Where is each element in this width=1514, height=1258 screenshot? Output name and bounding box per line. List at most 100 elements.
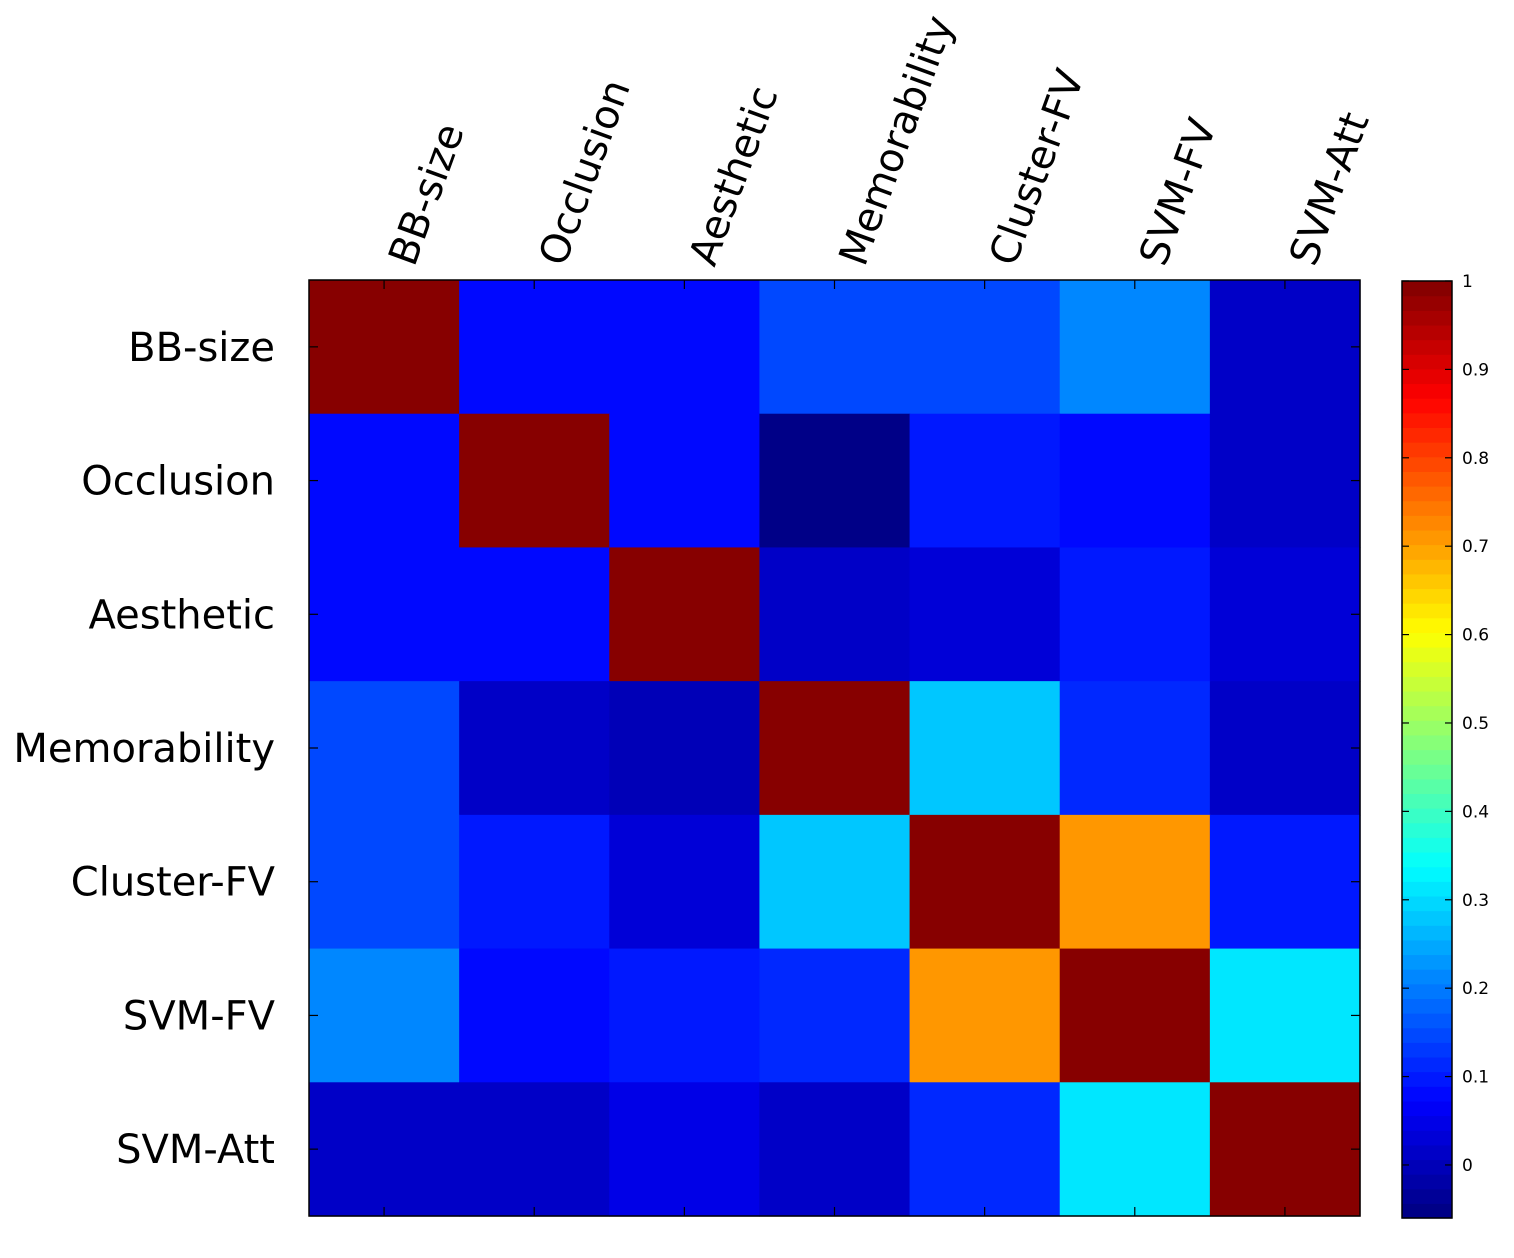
heatmap-cell-svm-att-bb-size [309,1082,460,1217]
colorbar-segment [1402,749,1452,765]
heatmap-cell-svm-att-svm-fv [1059,1082,1211,1217]
colorbar-segment [1402,500,1452,516]
column-label-occlusion: Occlusion [530,74,639,272]
colorbar-segment [1402,1013,1452,1029]
heatmap-cell-memorability-cluster-fv [909,681,1061,816]
heatmap-cell-bb-size-aesthetic [609,280,761,415]
colorbar-segment [1402,690,1452,707]
row-label-svm-fv: SVM-FV [123,993,276,1039]
heatmap-cell-svm-att-memorability [759,1082,911,1217]
colorbar-segment [1402,808,1452,824]
colorbar-segment [1402,632,1452,648]
column-label-svm-fv: SVM-FV [1131,112,1226,271]
colorbar-segment [1402,588,1452,604]
heatmap-cell-cluster-fv-cluster-fv [909,814,1061,950]
row-labels: BB-size Occlusion Aesthetic Memorability Clu… [13,325,275,1173]
colorbar-segment [1402,983,1452,999]
row-label-bb-size: BB-size [128,325,275,371]
colorbar-segment [1402,1056,1452,1073]
heatmap-cell-svm-fv-cluster-fv [909,948,1061,1083]
colorbar-tick-label: 1 [1462,272,1473,292]
colorbar-segment [1402,1027,1452,1043]
heatmap-cell-bb-size-memorability [759,280,911,415]
colorbar-segment [1402,837,1452,853]
colorbar-tick-label: 0.2 [1462,979,1489,999]
colorbar-segment [1402,368,1452,385]
colorbar-segment [1402,603,1452,619]
colorbar-segment [1402,324,1452,341]
colorbar-segment [1402,485,1452,502]
colorbar-segment [1402,427,1452,443]
heatmap-cell-svm-fv-svm-fv [1059,948,1211,1083]
colorbar-segment [1402,456,1452,472]
colorbar-segment [1402,998,1452,1014]
heatmap-cell-occlusion-aesthetic [609,413,761,549]
column-label-memorability: Memorability [831,10,964,272]
heatmap-cell-occlusion-occlusion [459,413,610,549]
heatmap-cell-occlusion-svm-fv [1059,413,1211,549]
colorbar-segment [1402,339,1452,355]
colorbar: 0 0.1 0.2 0.3 0.4 0.5 0.6 0.7 0.8 0.9 1 [1401,272,1489,1219]
row-label-memorability: Memorability [13,726,275,772]
colorbar-segment [1402,515,1452,531]
colorbar-segment [1402,559,1452,575]
colorbar-frame [1401,280,1453,1219]
heatmap-cell-aesthetic-svm-att [1209,547,1361,682]
colorbar-segment [1402,1071,1452,1087]
heatmap-cell-bb-size-svm-att [1209,280,1361,415]
column-label-bb-size: BB-size [380,118,473,272]
colorbar-segment [1402,471,1452,487]
heatmap-cell-bb-size-cluster-fv [909,280,1061,415]
heatmap-cells [309,280,1361,1217]
heatmap-cell-memorability-occlusion [459,681,610,816]
heatmap-cell-memorability-aesthetic [609,681,761,816]
colorbar-gradient [1402,281,1452,1219]
row-label-occlusion: Occlusion [81,459,275,505]
colorbar-segment [1402,764,1452,780]
colorbar-segment [1402,881,1452,897]
colorbar-segment [1402,661,1452,677]
colorbar-segment [1402,295,1452,311]
column-labels: BB-size Occlusion Aesthetic Memorability Clu… [380,10,1378,272]
colorbar-segment [1402,529,1452,546]
heatmap-cell-aesthetic-occlusion [459,547,610,682]
colorbar-segment [1402,544,1452,560]
heatmap-cell-svm-att-cluster-fv [909,1082,1061,1217]
row-label-cluster-fv: Cluster-FV [71,860,276,906]
plot-ticks [309,280,1360,1216]
colorbar-tick-label: 0 [1462,1156,1473,1176]
colorbar-segment [1402,573,1452,590]
colorbar-segment [1402,383,1452,399]
row-label-svm-att: SVM-Att [116,1127,275,1173]
heatmap-cell-svm-fv-svm-att [1209,948,1361,1083]
heatmap-cell-memorability-bb-size [309,681,460,816]
heatmap-cell-cluster-fv-memorability [759,814,911,950]
colorbar-segment [1402,866,1452,882]
colorbar-tick-label: 0.5 [1462,714,1489,734]
colorbar-segment [1402,412,1452,429]
column-label-svm-att: SVM-Att [1281,106,1379,271]
colorbar-segment [1402,1174,1452,1190]
heatmap-cell-cluster-fv-bb-size [309,814,460,950]
heatmap-cell-bb-size-occlusion [459,280,610,415]
colorbar-segment [1402,910,1452,926]
colorbar-segment [1402,281,1452,297]
colorbar-segment [1402,778,1452,795]
colorbar-segment [1402,1042,1452,1058]
heatmap-cell-occlusion-memorability [759,413,911,549]
colorbar-segment [1402,822,1452,838]
colorbar-segment [1402,1188,1452,1204]
colorbar-segment [1402,1144,1452,1161]
heatmap-cell-aesthetic-memorability [759,547,911,682]
colorbar-segment [1402,1115,1452,1131]
colorbar-tick-label: 0.9 [1462,360,1489,380]
heatmap-cell-svm-att-svm-att [1209,1082,1361,1217]
colorbar-segment [1402,398,1452,414]
heatmap-cell-aesthetic-cluster-fv [909,547,1061,682]
colorbar-segment [1402,310,1452,326]
colorbar-tick-label: 0.4 [1462,802,1489,822]
heatmap-cell-cluster-fv-occlusion [459,814,610,950]
colorbar-tick-label: 0.1 [1462,1068,1489,1088]
heatmap-cell-occlusion-cluster-fv [909,413,1061,549]
